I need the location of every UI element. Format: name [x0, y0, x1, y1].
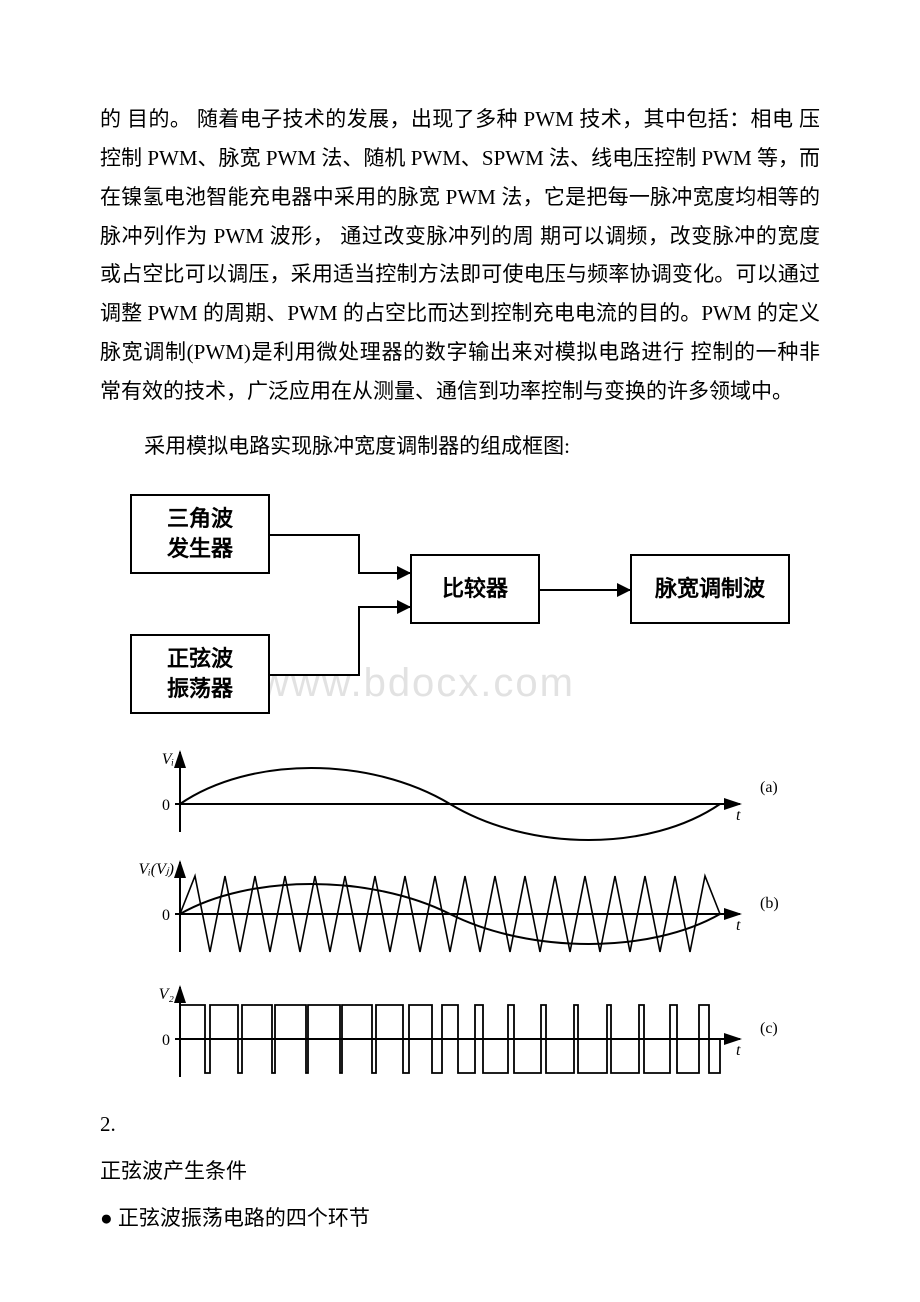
subplot-label-c: (c)	[760, 1020, 778, 1037]
zero-label: 0	[162, 797, 170, 814]
box-triangle-generator: 三角波 发生器	[130, 494, 270, 574]
arrow-line	[358, 606, 410, 608]
section-number: 2.	[100, 1105, 820, 1144]
arrow-line	[358, 606, 360, 676]
waveform-svg: Vᵢ 0 t (a) Vᵢ(Vⱼ) 0 t (b) V₂ 0 t	[120, 746, 780, 1091]
arrow-line	[358, 534, 360, 572]
box-pwm-output: 脉宽调制波	[630, 554, 790, 624]
watermark-text: www.bdocx.com	[260, 646, 575, 720]
subplot-label-a: (a)	[760, 779, 778, 796]
x-label: t	[736, 1042, 741, 1059]
arrow-line	[270, 534, 360, 536]
subplot-label-b: (b)	[760, 895, 779, 912]
x-label: t	[736, 917, 741, 934]
arrowhead-icon	[397, 566, 411, 580]
zero-label: 0	[162, 1032, 170, 1049]
section-title: 正弦波产生条件	[100, 1152, 820, 1191]
arrowhead-icon	[617, 583, 631, 597]
body-paragraph: 的 目的。 随着电子技术的发展，出现了多种 PWM 技术，其中包括：相电 压控制…	[100, 100, 820, 411]
y-label-c: V₂	[159, 986, 175, 1003]
waveform-panel: Vᵢ 0 t (a) Vᵢ(Vⱼ) 0 t (b) V₂ 0 t	[120, 746, 780, 1104]
figure-caption: 采用模拟电路实现脉冲宽度调制器的组成框图:	[100, 427, 820, 466]
bullet-item: ● 正弦波振荡电路的四个环节	[100, 1199, 820, 1238]
x-label: t	[736, 807, 741, 824]
box-comparator: 比较器	[410, 554, 540, 624]
arrow-line	[540, 589, 630, 591]
arrow-line	[270, 674, 360, 676]
box-sine-oscillator: 正弦波 振荡器	[130, 634, 270, 714]
arrow-line	[358, 572, 410, 574]
zero-label: 0	[162, 907, 170, 924]
block-diagram: www.bdocx.com 三角波 发生器 正弦波 振荡器 比较器 脉宽调制波	[120, 484, 800, 724]
y-label-a: Vᵢ	[162, 751, 174, 768]
arrowhead-icon	[397, 600, 411, 614]
y-label-b: Vᵢ(Vⱼ)	[138, 861, 174, 878]
